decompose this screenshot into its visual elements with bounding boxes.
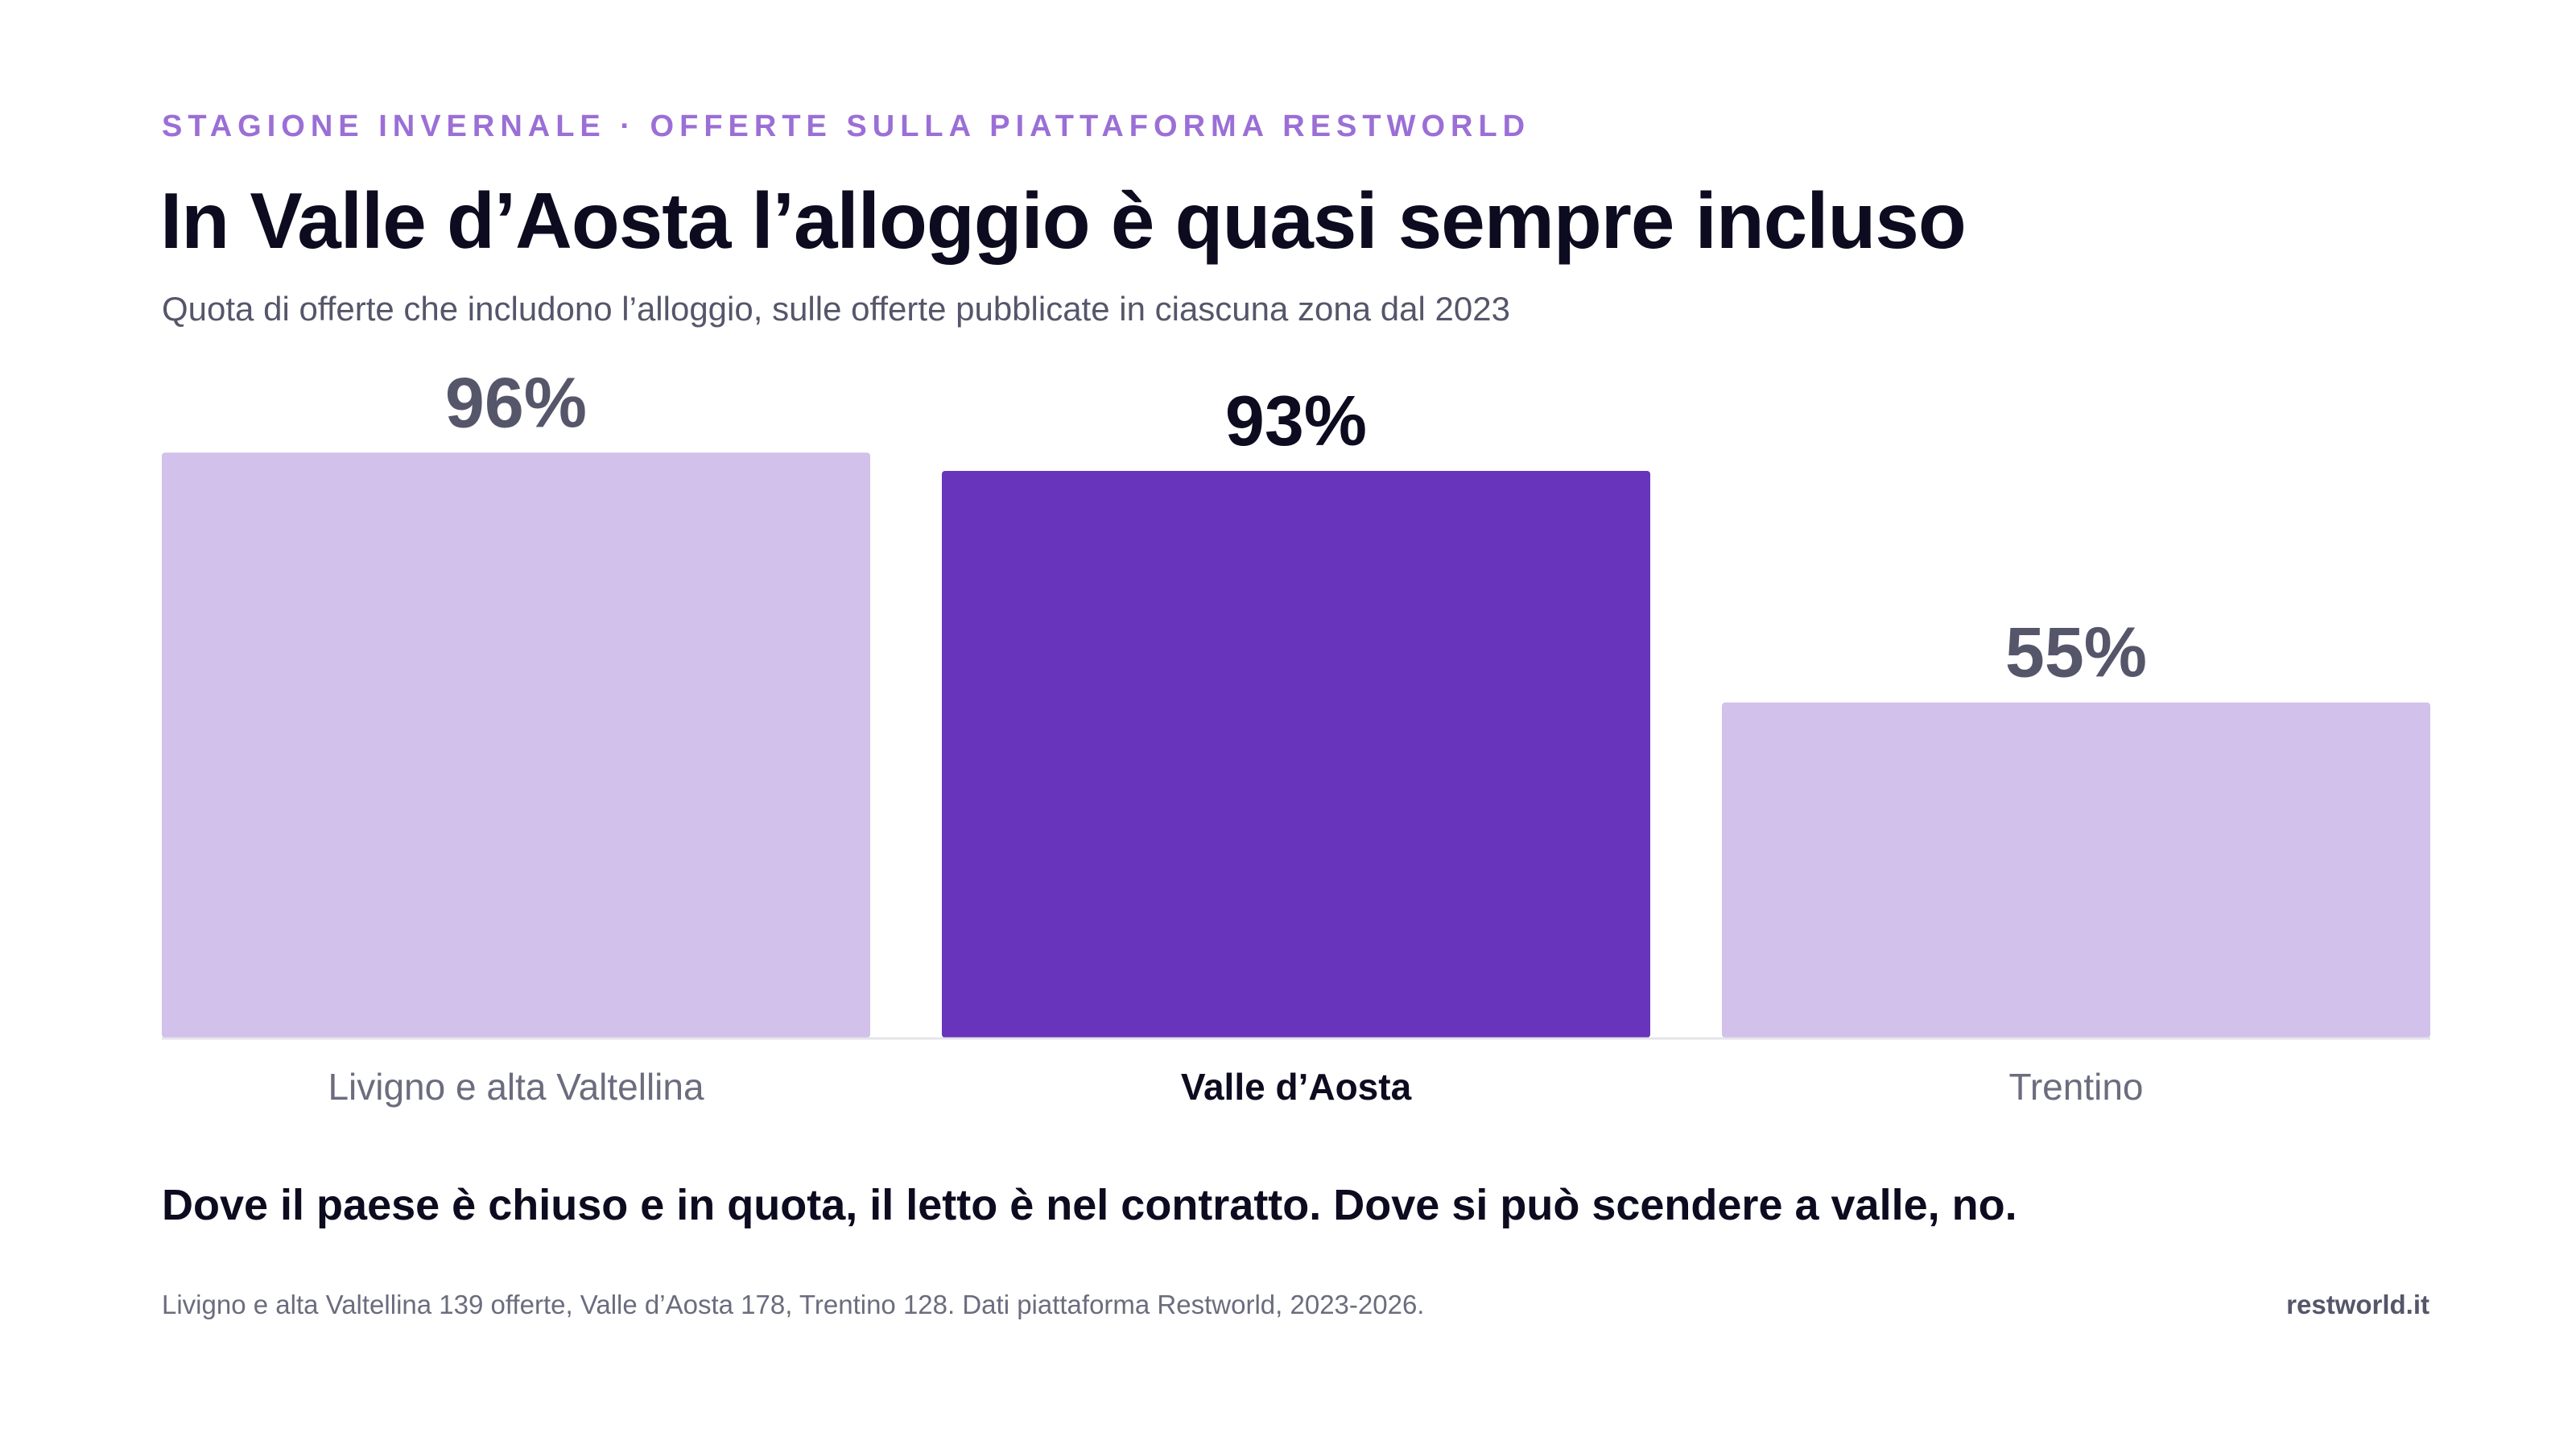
source-footnote: Livigno e alta Valtellina 139 offerte, V… <box>162 1290 1425 1319</box>
chart-title: In Valle d’Aosta l’alloggio è quasi semp… <box>160 176 1967 265</box>
bar-2 <box>1722 702 2430 1038</box>
chart-takeaway: Dove il paese è chiuso e in quota, il le… <box>162 1181 2017 1229</box>
chart-eyebrow: STAGIONE INVERNALE · OFFERTE SULLA PIATT… <box>162 109 1531 143</box>
value-label-0: 96% <box>445 362 587 442</box>
category-label-1: Valle d’Aosta <box>1181 1066 1412 1108</box>
chart-subtitle: Quota di offerte che includono l’alloggi… <box>162 290 1510 328</box>
brand-link[interactable]: restworld.it <box>2286 1290 2429 1319</box>
category-label-0: Livigno e alta Valtellina <box>328 1066 704 1108</box>
value-label-1: 93% <box>1225 381 1367 460</box>
bar-0 <box>162 452 870 1038</box>
category-label-2: Trentino <box>2008 1066 2143 1108</box>
value-label-2: 55% <box>2005 613 2147 692</box>
bar-1 <box>942 470 1650 1038</box>
